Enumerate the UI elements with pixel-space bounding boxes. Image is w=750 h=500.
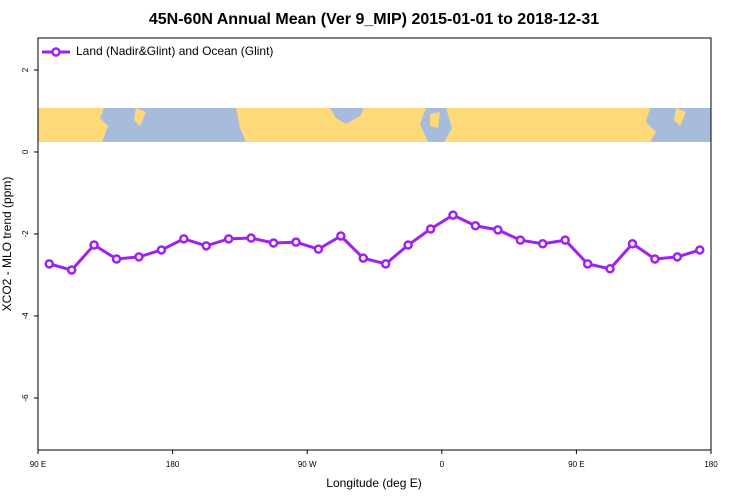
point bbox=[605, 264, 615, 274]
x-tick-label: 180 bbox=[704, 460, 718, 469]
y-tick-label: -6 bbox=[21, 394, 30, 402]
point bbox=[336, 231, 346, 241]
point bbox=[425, 224, 436, 234]
point bbox=[650, 254, 660, 264]
point bbox=[291, 237, 301, 247]
x-tick-label: 180 bbox=[166, 460, 180, 469]
point bbox=[560, 235, 570, 245]
y-tick-label: 0 bbox=[21, 149, 30, 154]
point bbox=[268, 238, 279, 248]
point bbox=[223, 234, 234, 244]
chart-title: 45N-60N Annual Mean (Ver 9_MIP) 2015-01-… bbox=[149, 11, 599, 28]
point bbox=[246, 233, 256, 243]
point bbox=[582, 259, 593, 269]
x-axis-label: Longitude (deg E) bbox=[326, 476, 421, 490]
legend-marker bbox=[51, 47, 61, 57]
point bbox=[179, 234, 189, 244]
y-tick-label: -2 bbox=[21, 230, 30, 238]
point bbox=[380, 259, 391, 269]
x-tick-label: 90 E bbox=[30, 460, 46, 469]
x-tick-label: 90 W bbox=[298, 460, 317, 469]
y-tick-label: -4 bbox=[21, 312, 30, 320]
point bbox=[111, 254, 122, 264]
point bbox=[44, 259, 54, 269]
point bbox=[156, 245, 167, 255]
point bbox=[358, 253, 369, 263]
map-band bbox=[38, 108, 711, 142]
series-line bbox=[48, 213, 701, 272]
point bbox=[448, 210, 458, 220]
point bbox=[627, 239, 638, 249]
point bbox=[695, 245, 705, 255]
plot-frame bbox=[37, 37, 712, 451]
point bbox=[515, 235, 526, 245]
point bbox=[672, 252, 683, 262]
point bbox=[470, 221, 481, 231]
legend-label: Land (Nadir&Glint) and Ocean (Glint) bbox=[76, 44, 273, 58]
point bbox=[66, 265, 77, 275]
point bbox=[493, 225, 503, 235]
x-tick-label: 0 bbox=[440, 460, 445, 469]
point bbox=[313, 244, 324, 254]
point bbox=[134, 252, 144, 262]
point bbox=[201, 241, 211, 251]
point bbox=[403, 240, 413, 250]
point bbox=[538, 239, 548, 249]
y-axis-label: XCO2 - MLO trend (ppm) bbox=[0, 177, 14, 312]
point bbox=[89, 240, 99, 250]
x-tick-label: 90 E bbox=[568, 460, 584, 469]
y-tick-label: 2 bbox=[21, 67, 30, 72]
